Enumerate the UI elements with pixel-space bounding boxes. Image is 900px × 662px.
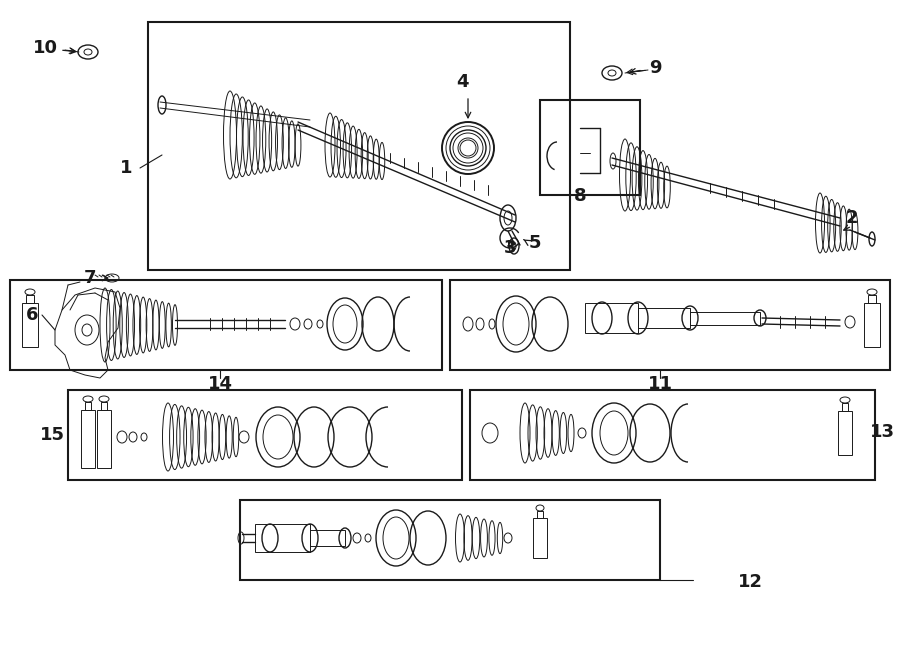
Bar	[864, 303, 880, 347]
Text: 14: 14	[208, 375, 232, 393]
Bar	[255, 524, 310, 552]
Bar	[533, 518, 547, 558]
Bar	[10, 280, 442, 370]
Text: 10: 10	[32, 39, 58, 57]
Text: 13: 13	[869, 423, 895, 441]
Bar	[26, 295, 34, 303]
Text: 8: 8	[573, 187, 586, 205]
Text: 5: 5	[529, 234, 541, 252]
Text: 2: 2	[846, 209, 859, 227]
Bar	[97, 410, 111, 468]
Text: 3: 3	[504, 239, 517, 257]
Bar	[690, 312, 760, 325]
Bar	[838, 411, 852, 455]
Bar	[868, 295, 876, 303]
Text: 11: 11	[647, 375, 672, 393]
Bar	[537, 511, 543, 518]
Bar	[470, 390, 875, 480]
Text: 15: 15	[40, 426, 65, 444]
Bar	[148, 22, 570, 270]
Bar	[540, 100, 640, 195]
Text: 4: 4	[455, 73, 468, 91]
Bar	[240, 500, 660, 580]
Text: 7: 7	[84, 269, 96, 287]
Text: 9: 9	[649, 59, 662, 77]
Text: 12: 12	[737, 573, 762, 591]
Bar	[450, 280, 890, 370]
Bar	[85, 402, 91, 410]
Text: 6: 6	[26, 306, 38, 324]
Bar	[81, 410, 95, 468]
Bar	[638, 308, 690, 328]
Bar	[310, 530, 345, 546]
Text: 1: 1	[120, 159, 132, 177]
Bar	[842, 403, 848, 411]
Bar	[22, 303, 38, 347]
Bar	[101, 402, 107, 410]
Bar	[585, 303, 638, 333]
Bar	[68, 390, 462, 480]
